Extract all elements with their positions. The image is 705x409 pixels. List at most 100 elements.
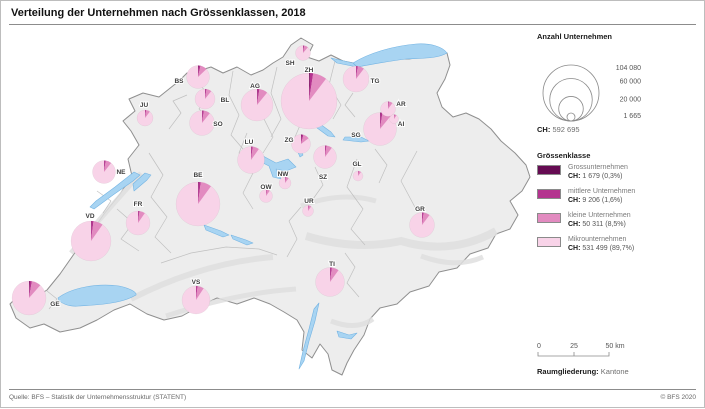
canton-label-bl: BL — [221, 97, 230, 104]
size-legend-circle-0 — [542, 64, 600, 122]
class-legend-value-3: CH: 531 499 (89,7%) — [568, 244, 635, 252]
size-legend-value-0: 104 080 — [616, 65, 641, 72]
class-legend-value-0: CH: 1 679 (0,3%) — [568, 172, 623, 180]
canton-label-fr: FR — [134, 201, 143, 208]
canton-pie-nw — [278, 176, 292, 190]
canton-pie-ti — [315, 267, 345, 297]
class-legend-name-1: mittlere Unternehmen — [568, 188, 636, 195]
canton-label-ti: TI — [329, 261, 335, 268]
canton-label-vs: VS — [192, 279, 201, 286]
class-legend-value-2: CH: 50 311 (8,5%) — [568, 220, 626, 228]
canton-label-vd: VD — [85, 213, 94, 220]
size-legend-total: CH: 592 695 — [537, 125, 580, 134]
class-legend: Grossunternehmen CH: 1 679 (0,3%) mittlere… — [537, 164, 702, 260]
lake-constance — [352, 43, 448, 68]
canton-pie-bl — [194, 88, 216, 110]
class-legend-row-2: kleine Unternehmen CH: 50 311 (8,5%) — [537, 212, 702, 230]
canton-pie-fr — [125, 210, 151, 236]
relief-shading — [69, 171, 498, 328]
lake-lucerne — [258, 155, 297, 180]
lake-biel — [132, 172, 152, 192]
canton-label-bs: BS — [174, 78, 184, 85]
canton-pie-tg — [342, 65, 370, 93]
canton-label-ag: AG — [250, 83, 260, 90]
canton-label-gl: GL — [352, 161, 361, 168]
canton-pie-bs — [186, 65, 210, 89]
class-legend-value-1: CH: 9 206 (1,6%) — [568, 196, 623, 204]
canton-pie-so — [189, 110, 215, 136]
canton-pie-gr — [409, 212, 435, 238]
lake-geneva — [57, 284, 137, 307]
canton-label-ju: JU — [140, 102, 149, 109]
size-legend-title: Anzahl Unternehmen — [537, 32, 613, 41]
lake-thun — [203, 224, 230, 238]
canton-label-ge: GE — [50, 301, 60, 308]
size-legend-value-1: 60 000 — [620, 78, 642, 85]
class-legend-text-0: Grossunternehmen CH: 1 679 (0,3%) — [568, 164, 628, 181]
scale-bar-line — [537, 352, 610, 357]
canton-pie-zg — [291, 134, 311, 154]
class-legend-row-0: Grossunternehmen CH: 1 679 (0,3%) — [537, 164, 702, 182]
switzerland-outline — [9, 37, 531, 376]
canton-pie-ar — [380, 101, 396, 117]
canton-pie-ne — [92, 160, 116, 184]
canton-pie-ai — [389, 114, 399, 124]
canton-labels: ZH BE VD GE SG AG TI VS LU TG GR SO FR NE BS SZ BL ZG JU SH… — [49, 59, 426, 309]
lake-maggiore — [298, 302, 320, 370]
canton-pie-lu — [237, 146, 265, 174]
footer-copyright: © BFS 2020 — [660, 394, 696, 401]
class-legend-swatch-0 — [537, 165, 561, 175]
canton-pie-gl — [352, 170, 364, 182]
class-legend-text-3: Mikrounternehmen CH: 531 499 (89,7%) — [568, 236, 634, 253]
ch-total-label: CH: — [537, 125, 551, 134]
canton-label-ar: AR — [396, 101, 406, 108]
size-legend-value-3: 1 665 — [623, 113, 641, 120]
canton-label-zh: ZH — [305, 67, 314, 74]
class-legend-name-0: Grossunternehmen — [568, 164, 628, 171]
size-legend-circle-1 — [549, 78, 593, 122]
footer-source: Quelle: BFS – Statistik der Unternehmens… — [9, 394, 187, 401]
canton-label-zg: ZG — [284, 137, 293, 144]
canton-label-sz: SZ — [319, 174, 327, 181]
scale-bar: 0 25 50 km — [537, 343, 625, 357]
canton-pies — [11, 45, 435, 316]
size-legend-circle-3 — [566, 112, 576, 122]
scale-tick-25: 25 — [570, 343, 578, 350]
class-legend-swatch-1 — [537, 189, 561, 199]
canton-pie-vd — [70, 220, 112, 262]
canton-label-sg: SG — [351, 132, 360, 139]
scale-tick-50: 50 km — [605, 343, 624, 350]
page-title: Verteilung der Unternehmen nach Grössenk… — [11, 7, 306, 19]
canton-label-be: BE — [193, 172, 203, 179]
class-legend-row-1: mittlere Unternehmen CH: 9 206 (1,6%) — [537, 188, 702, 206]
canton-pie-ju — [136, 109, 154, 127]
lake-walensee — [342, 136, 370, 143]
canton-label-sh: SH — [285, 60, 294, 67]
canton-label-ai: AI — [398, 121, 405, 128]
lake-lugano — [336, 330, 358, 340]
canton-pie-be — [175, 181, 221, 227]
canton-pie-vs — [181, 285, 211, 315]
canton-pie-sg — [363, 112, 397, 146]
class-legend-name-3: Mikrounternehmen — [568, 236, 627, 243]
canton-label-tg: TG — [370, 78, 379, 85]
class-legend-swatch-3 — [537, 237, 561, 247]
region-note-label: Raumgliederung: — [537, 367, 599, 376]
region-note: Raumgliederung: Kantone — [537, 367, 629, 376]
title-divider — [9, 24, 696, 25]
canton-pie-sz — [313, 145, 337, 169]
footer-divider — [9, 389, 696, 390]
scale-tick-0: 0 — [537, 343, 541, 350]
class-legend-title: Grössenklasse — [537, 151, 591, 160]
canton-pie-ow — [259, 189, 273, 203]
canton-pie-zh — [280, 72, 338, 130]
canton-label-so: SO — [213, 121, 222, 128]
canton-label-ne: NE — [116, 169, 126, 176]
canton-label-gr: GR — [415, 206, 425, 213]
canton-pie-ge — [11, 280, 47, 316]
canton-pie-ur — [302, 205, 314, 217]
class-legend-row-3: Mikrounternehmen CH: 531 499 (89,7%) — [537, 236, 702, 254]
lake-brienz — [230, 234, 254, 246]
class-legend-text-1: mittlere Unternehmen CH: 9 206 (1,6%) — [568, 188, 635, 205]
